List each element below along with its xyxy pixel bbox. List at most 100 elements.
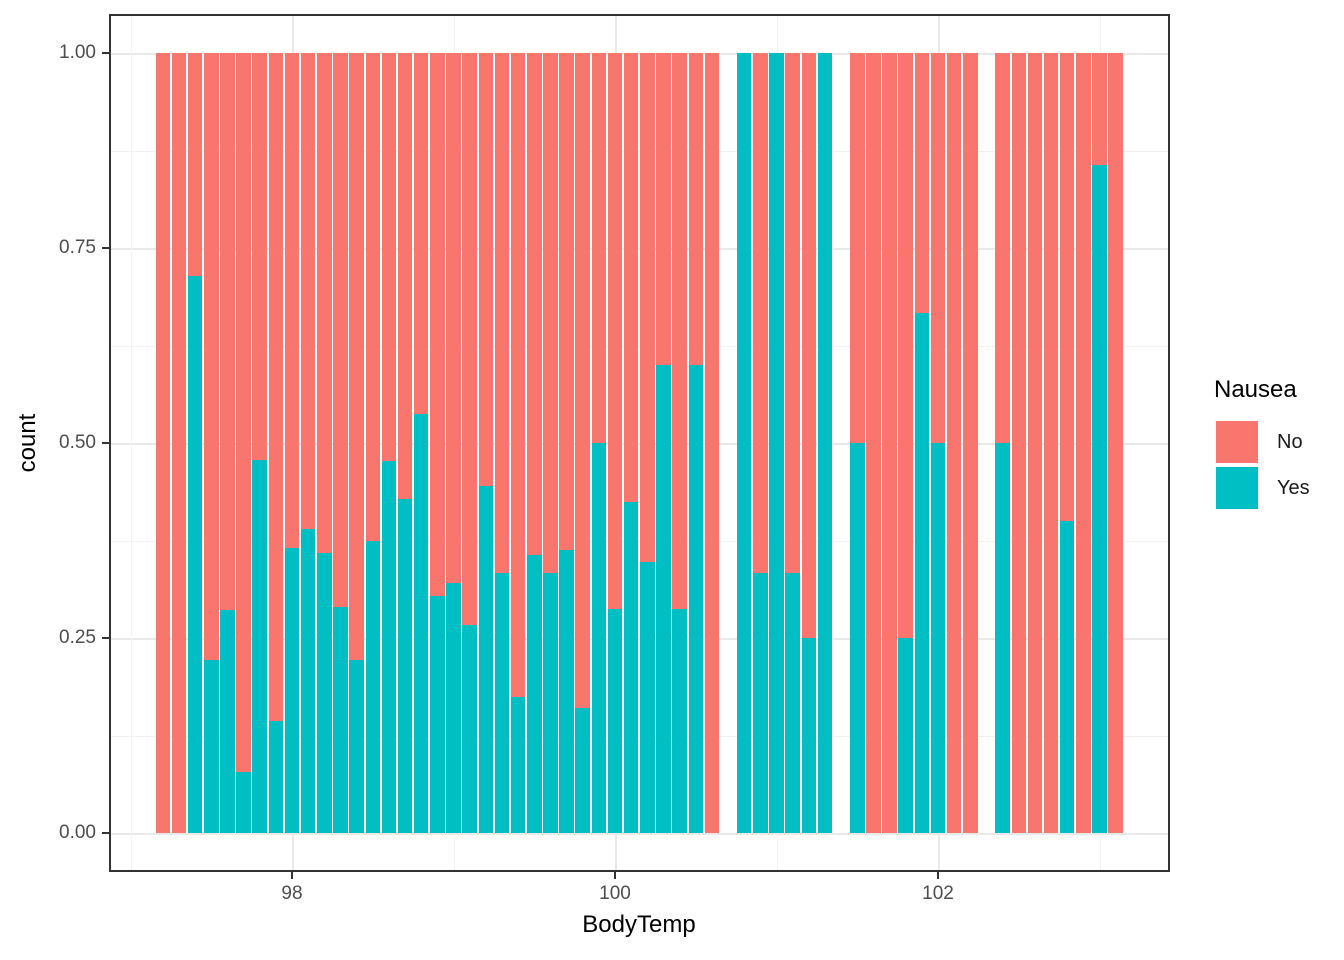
segment-no: [930, 53, 946, 444]
y-tick-label: 0.50: [59, 432, 96, 454]
bar-101.8: [898, 53, 913, 833]
bar-97.8: [252, 53, 267, 833]
segment-yes: [430, 595, 445, 833]
segment-no: [252, 53, 267, 461]
segment-yes: [607, 609, 623, 833]
segment-yes: [656, 365, 671, 833]
bar-97.5: [204, 53, 219, 833]
segment-no: [946, 53, 962, 833]
bar-99.6: [543, 53, 558, 833]
y-tick-label: 1.00: [59, 42, 96, 64]
segment-no: [220, 53, 235, 610]
segment-yes: [898, 638, 913, 833]
legend-swatch-no: [1216, 421, 1258, 463]
bar-102.7: [1043, 53, 1059, 833]
segment-no: [284, 53, 300, 548]
legend-swatch-yes: [1216, 467, 1258, 509]
segment-yes: [995, 443, 1010, 833]
segment-no: [995, 53, 1010, 444]
segment-no: [446, 53, 461, 584]
y-tick-label: 0.00: [59, 822, 96, 843]
gridline-y-major: [111, 248, 1168, 250]
gridline-y-major: [111, 833, 1168, 835]
bar-99.3: [494, 53, 510, 833]
segment-no: [1011, 53, 1026, 833]
segment-yes: [187, 276, 203, 833]
segment-yes: [527, 554, 542, 833]
segment-no: [204, 53, 219, 660]
segment-no: [349, 53, 364, 660]
segment-yes: [446, 583, 461, 833]
x-tick-label: 100: [599, 883, 631, 904]
segment-yes: [317, 553, 332, 833]
segment-yes: [300, 528, 316, 833]
segment-no: [397, 53, 413, 499]
segment-no: [527, 53, 542, 555]
x-tick: [937, 872, 939, 879]
bar-97.7: [236, 53, 251, 833]
segment-no: [640, 53, 655, 562]
segment-yes: [510, 696, 526, 833]
gridline-y-major: [111, 638, 1168, 640]
bar-99.8: [575, 53, 590, 833]
segment-no: [317, 53, 332, 554]
segment-no: [623, 53, 639, 502]
bar-99.5: [527, 53, 542, 833]
segment-yes: [575, 708, 590, 833]
segment-yes: [494, 573, 510, 833]
segment-no: [1092, 53, 1107, 165]
segment-yes: [688, 365, 703, 833]
segment-yes: [559, 549, 574, 833]
segment-no: [591, 53, 607, 444]
y-tick: [102, 52, 109, 55]
segment-yes: [817, 53, 833, 833]
segment-yes: [365, 540, 380, 833]
segment-no: [236, 53, 251, 773]
bar-101.3: [817, 53, 833, 833]
bar-97.2: [155, 53, 171, 833]
y-tick: [102, 247, 109, 250]
segment-no: [333, 53, 348, 607]
bar-98.5: [365, 53, 380, 833]
bar-102.2: [963, 53, 978, 833]
bar-98.3: [333, 53, 348, 833]
segment-no: [510, 53, 526, 697]
segment-no: [494, 53, 510, 574]
segment-yes: [753, 573, 768, 833]
bar-97.3: [171, 53, 187, 833]
x-tick: [614, 872, 616, 879]
gridline-y-minor: [111, 735, 1168, 737]
segment-yes: [333, 606, 348, 833]
segment-no: [155, 53, 171, 833]
bar-100.8: [736, 53, 752, 833]
segment-yes: [397, 498, 413, 833]
bar-99: [446, 53, 461, 833]
legend-label-yes: Yes: [1277, 477, 1310, 499]
bar-102.8: [1059, 53, 1075, 833]
y-tick: [102, 832, 109, 834]
segment-yes: [478, 486, 494, 833]
segment-no: [704, 53, 720, 833]
bar-99.2: [478, 53, 494, 833]
bar-102: [930, 53, 946, 833]
bar-100.2: [640, 53, 655, 833]
segment-yes: [623, 501, 639, 833]
bar-101.6: [866, 53, 881, 833]
y-tick: [102, 442, 109, 445]
segment-no: [785, 53, 800, 574]
bar-98.1: [300, 53, 316, 833]
segment-no: [1076, 53, 1091, 833]
bar-98.2: [317, 53, 332, 833]
legend-label-no: No: [1277, 431, 1303, 453]
segment-yes: [284, 547, 300, 833]
segment-no: [187, 53, 203, 277]
bar-97.6: [220, 53, 235, 833]
segment-yes: [252, 460, 267, 833]
segment-yes: [914, 312, 930, 833]
segment-no: [1027, 53, 1043, 833]
segment-yes: [640, 561, 655, 833]
bar-99.7: [559, 53, 574, 833]
y-tick: [102, 637, 109, 640]
segment-yes: [268, 721, 284, 833]
bar-101.5: [850, 53, 865, 833]
